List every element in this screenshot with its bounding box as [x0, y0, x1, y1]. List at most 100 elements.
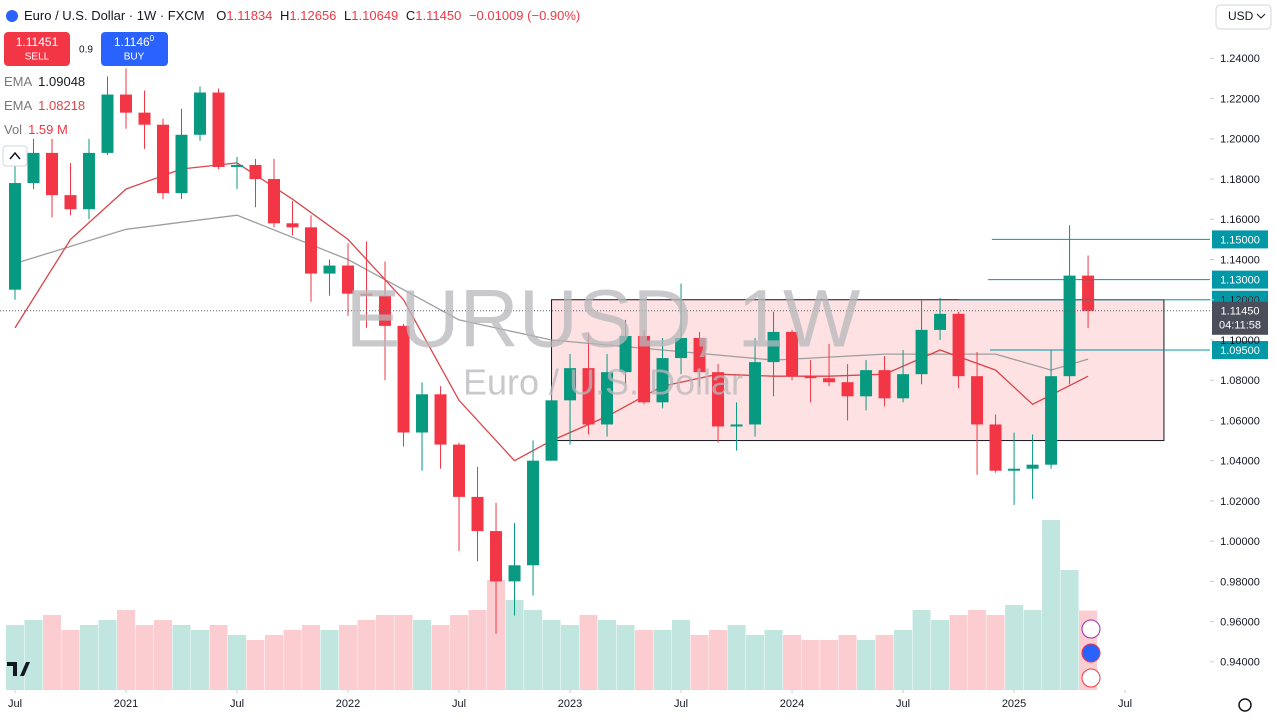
candle-body: [582, 368, 595, 425]
volume-bar: [616, 625, 635, 690]
icon-events[interactable]: [1081, 643, 1101, 663]
x-tick-label: Jul: [230, 698, 244, 710]
volume-bar: [561, 625, 580, 690]
y-tick-label: 1.24000: [1220, 53, 1260, 65]
level-label: 1.13000: [1220, 275, 1260, 287]
candle-body: [971, 376, 984, 425]
candle-body: [1082, 275, 1095, 311]
interval: 1W: [137, 8, 157, 23]
range-zone: [551, 299, 1165, 442]
candle-body: [619, 335, 632, 373]
candle-body: [27, 152, 40, 184]
currency-caret[interactable]: [1256, 13, 1266, 19]
candle-body: [138, 112, 151, 125]
volume-bar: [79, 625, 98, 690]
level-label: 1.15000: [1220, 234, 1260, 246]
volume-bar: [635, 630, 654, 690]
candle-body: [156, 124, 169, 194]
volume-bar: [191, 630, 210, 690]
volume-bar: [135, 625, 154, 690]
volume-bar: [320, 630, 339, 690]
sell-button[interactable]: [4, 32, 70, 66]
y-tick-label: 1.02000: [1220, 496, 1260, 508]
buy-price-sup[interactable]: 0: [150, 34, 155, 43]
buy-price-main[interactable]: 1.1146: [114, 35, 150, 49]
buy-label[interactable]: BUY: [124, 52, 145, 63]
candle-body: [305, 227, 318, 274]
header-line: Euro / U.S. Dollar · 1W · FXCM O1.11834 …: [24, 8, 580, 23]
volume-bar: [764, 630, 783, 690]
icon-flash[interactable]: [1081, 619, 1101, 639]
y-tick-label: 1.10000: [1220, 335, 1260, 347]
icon-us[interactable]: [1081, 668, 1101, 688]
y-tick-label: 1.14000: [1220, 254, 1260, 266]
candle-body: [212, 92, 225, 167]
candle-body: [915, 329, 928, 375]
volume-bar: [727, 625, 746, 690]
settings-icon[interactable]: [1238, 698, 1252, 712]
currency[interactable]: USD: [1228, 9, 1254, 23]
symbol: Euro / U.S. Dollar: [24, 8, 126, 23]
candle-body: [8, 183, 21, 290]
buy-button[interactable]: [101, 32, 168, 66]
collapse-button[interactable]: [2, 145, 28, 167]
y-tick-label: 1.04000: [1220, 456, 1260, 468]
volume-bar: [709, 630, 728, 690]
volume-bar: [801, 640, 820, 690]
candle-body: [471, 496, 484, 532]
y-tick-label: 1.00000: [1220, 536, 1260, 548]
candle-body: [934, 313, 947, 330]
volume-bar: [339, 625, 358, 690]
level-tag: [1212, 341, 1268, 360]
candle-body: [1063, 275, 1076, 377]
candle-body: [453, 444, 466, 497]
y-tick-label: 1.08000: [1220, 375, 1260, 387]
h-val: 1.12656: [289, 8, 336, 23]
ema2-label: EMA: [4, 98, 33, 113]
candle-body: [823, 378, 836, 383]
candle-body: [749, 362, 762, 425]
currency-button[interactable]: [1215, 4, 1272, 30]
x-tick-label: 2024: [780, 698, 804, 710]
candle-body: [656, 358, 669, 403]
h: H: [280, 8, 289, 23]
buy-price[interactable]: 1.11460: [114, 34, 155, 49]
last-price-tag: [1212, 301, 1268, 335]
vol-val: 1.59 M: [28, 122, 68, 137]
volume-bar: [912, 610, 931, 690]
candle-body: [675, 337, 688, 359]
candle-body: [194, 92, 207, 135]
time-axis: [0, 690, 1276, 720]
price-axis: [1210, 0, 1276, 720]
sell-label[interactable]: SELL: [25, 52, 50, 63]
volume-bar: [1005, 605, 1024, 690]
candle-body: [989, 424, 1002, 471]
volume-bar: [42, 615, 61, 690]
collapse-icon[interactable]: [9, 151, 21, 160]
volume-bar: [413, 620, 432, 690]
candle-body: [490, 531, 503, 582]
watermark-sub: Euro / U.S. Dollar: [463, 362, 743, 403]
y-tick-label: 1.16000: [1220, 214, 1260, 226]
sell-price[interactable]: 1.11451: [16, 35, 59, 49]
candle-body: [175, 134, 188, 194]
volume-bar: [61, 630, 80, 690]
watermark: EURUSD, 1W: [346, 274, 861, 365]
x-tick-label: 2021: [114, 698, 138, 710]
candle-body: [119, 94, 132, 113]
x-tick-label: 2023: [558, 698, 582, 710]
volume-bar: [672, 620, 691, 690]
candle-body: [545, 400, 558, 461]
volume-bar: [283, 630, 302, 690]
candle-body: [82, 152, 95, 210]
x-tick-label: Jul: [8, 698, 22, 710]
candle-body: [767, 331, 780, 363]
volume-bar: [1060, 570, 1079, 690]
volume-bar: [246, 640, 265, 690]
candle-body: [434, 394, 447, 445]
candle-body: [397, 325, 410, 433]
volume-bar: [302, 625, 321, 690]
candle-body: [952, 313, 965, 377]
y-tick-label: 0.96000: [1220, 617, 1260, 629]
level-tag: [1212, 230, 1268, 249]
